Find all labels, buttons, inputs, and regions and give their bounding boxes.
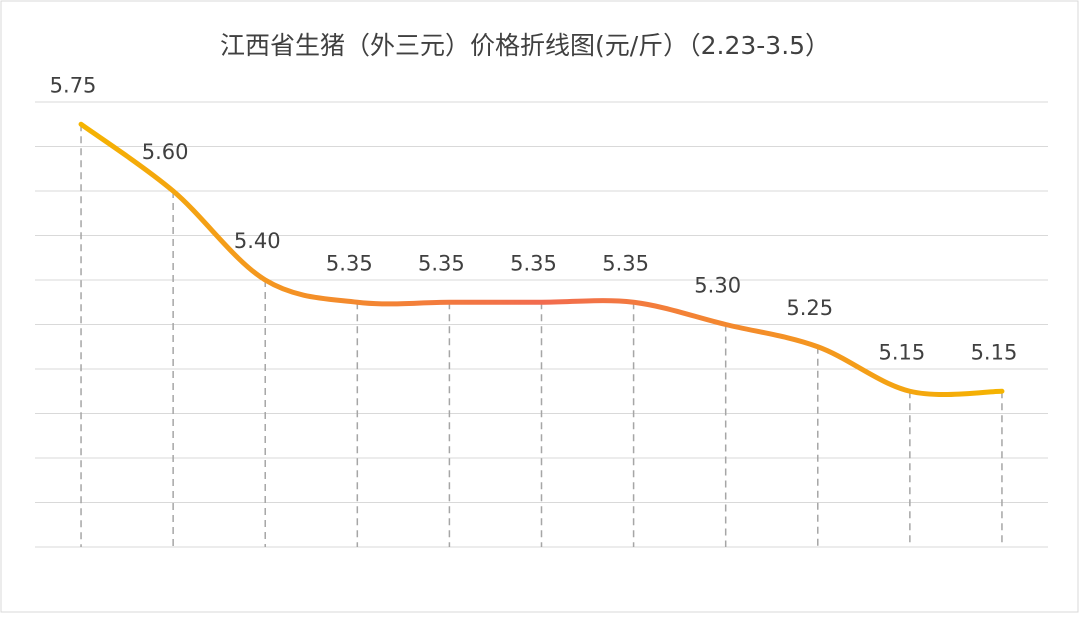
- data-label: 5.15: [878, 340, 925, 364]
- data-label: 5.35: [602, 251, 649, 275]
- data-label: 5.40: [234, 229, 281, 253]
- data-label: 5.60: [142, 140, 189, 164]
- data-label: 5.35: [510, 251, 557, 275]
- data-label: 5.35: [418, 251, 465, 275]
- data-label: 5.30: [694, 274, 741, 298]
- data-label: 5.15: [971, 340, 1018, 364]
- chart-frame: [0, 0, 1079, 613]
- series-line: [78, 121, 1005, 398]
- data-label: 5.35: [326, 251, 373, 275]
- chart-title: 江西省生猪（外三元）价格折线图(元/斤）（2.23-3.5）: [220, 31, 830, 60]
- data-label: 5.75: [50, 73, 97, 97]
- data-label: 5.25: [786, 296, 833, 320]
